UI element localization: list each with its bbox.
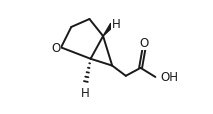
Text: H: H — [112, 18, 121, 31]
Text: O: O — [139, 37, 149, 50]
Polygon shape — [103, 24, 114, 37]
Text: H: H — [81, 86, 89, 99]
Text: O: O — [51, 41, 60, 54]
Text: OH: OH — [160, 71, 178, 84]
